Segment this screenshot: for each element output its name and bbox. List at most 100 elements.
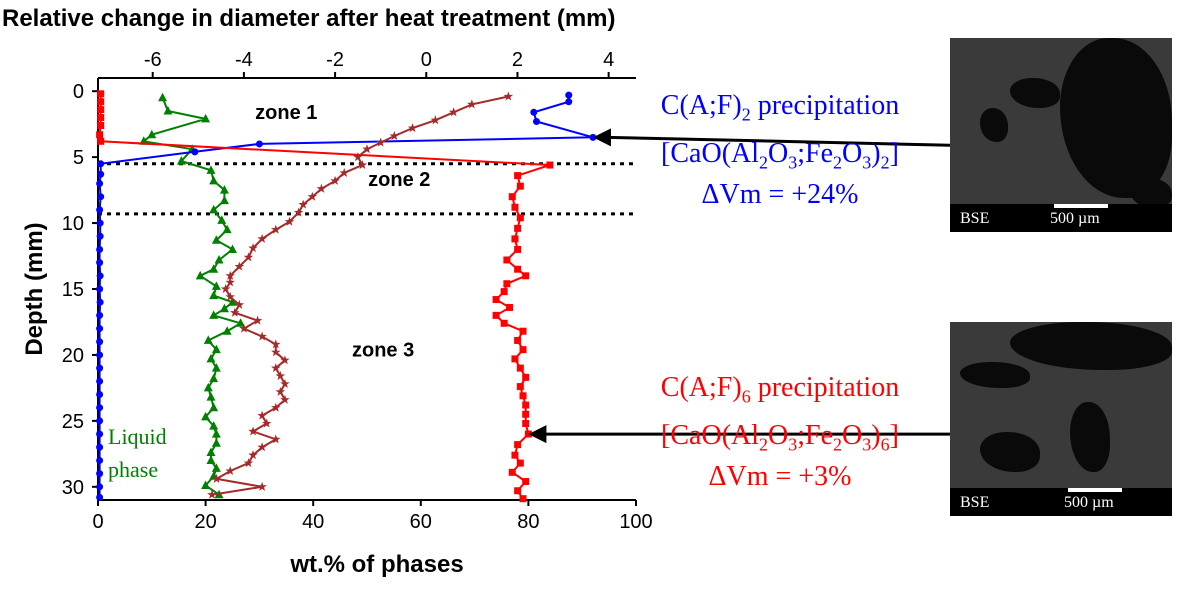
data-point xyxy=(97,114,105,122)
data-point xyxy=(503,256,511,264)
data-point xyxy=(147,129,157,139)
annotation-bottom-line1: C(A;F)6 precipitation xyxy=(660,372,900,407)
data-point xyxy=(225,465,235,476)
arrow-head-bottom xyxy=(528,425,547,444)
data-point xyxy=(252,315,263,325)
data-point xyxy=(532,118,540,126)
data-point xyxy=(257,410,267,420)
data-point xyxy=(96,456,104,464)
data-point xyxy=(206,447,216,457)
data-point xyxy=(271,224,281,234)
data-point xyxy=(195,270,205,280)
data-point xyxy=(96,272,104,280)
y-tick-label: 30 xyxy=(62,477,84,499)
data-point xyxy=(96,180,104,187)
data-point xyxy=(503,91,514,101)
data-point xyxy=(211,344,221,354)
annotation-top-line2: [CaO(Al2O3;Fe2O3)2] xyxy=(661,137,899,173)
x-tick-label-top: 0 xyxy=(421,49,432,71)
data-point xyxy=(211,438,221,447)
data-point xyxy=(514,224,522,232)
data-point xyxy=(407,123,418,133)
data-point xyxy=(514,172,522,180)
data-point xyxy=(219,303,229,313)
data-point xyxy=(96,285,104,293)
data-point xyxy=(209,421,219,430)
data-point xyxy=(506,303,514,311)
data-point xyxy=(271,339,281,349)
data-point xyxy=(96,417,104,425)
data-point xyxy=(261,418,272,428)
data-point xyxy=(271,363,281,373)
zone-label: zone 3 xyxy=(352,339,414,361)
scale-label: 500 µm xyxy=(1050,210,1100,227)
data-point xyxy=(96,131,104,139)
data-point xyxy=(96,377,104,385)
y-tick-label: 0 xyxy=(73,81,84,103)
data-point xyxy=(96,483,104,491)
y-tick-label: 15 xyxy=(62,279,84,301)
x-tick-label-top: -2 xyxy=(326,49,344,71)
data-point xyxy=(234,261,245,271)
data-point xyxy=(206,165,216,174)
data-point xyxy=(209,204,219,214)
data-point xyxy=(176,156,186,165)
x-tick-label-top: -6 xyxy=(144,49,162,71)
y-tick-label: 25 xyxy=(62,411,84,433)
data-point xyxy=(234,299,245,309)
legend-liquid-line2: phase xyxy=(108,457,158,482)
data-point xyxy=(280,355,290,365)
data-point xyxy=(530,108,538,116)
data-point xyxy=(230,307,240,317)
data-point xyxy=(211,473,222,483)
data-point xyxy=(236,318,246,327)
data-point xyxy=(511,235,519,243)
data-point xyxy=(357,160,368,170)
data-point xyxy=(96,245,104,253)
data-point xyxy=(206,353,216,363)
data-point xyxy=(248,243,258,253)
data-point xyxy=(514,245,522,253)
data-point xyxy=(96,338,104,346)
data-point xyxy=(519,327,527,335)
data-point xyxy=(222,326,232,335)
data-point xyxy=(389,131,400,141)
pore-shape xyxy=(960,362,1030,388)
data-point xyxy=(211,463,221,472)
data-point xyxy=(271,434,281,444)
scale-bar xyxy=(1054,204,1108,208)
data-point xyxy=(219,185,229,194)
data-point xyxy=(375,137,386,147)
data-point xyxy=(514,265,522,273)
legend-liquid-line1: Liquid xyxy=(108,424,167,449)
data-point xyxy=(97,90,105,98)
data-point xyxy=(96,404,104,412)
annotation-top-line3: ΔVm = +24% xyxy=(701,179,859,211)
sem-info-bar xyxy=(950,488,1172,516)
data-point xyxy=(243,252,254,262)
data-point xyxy=(448,107,459,117)
data-point xyxy=(516,214,524,222)
data-point xyxy=(211,281,221,290)
data-point xyxy=(243,458,254,468)
sem-detector-label: BSE xyxy=(960,494,990,511)
data-point xyxy=(546,161,554,169)
x-tick-label-top: -4 xyxy=(235,49,253,71)
data-point xyxy=(500,319,508,327)
y-tick-label: 10 xyxy=(62,213,84,235)
data-point xyxy=(307,191,318,201)
annotation-bottom-line2: [CaO(Al2O3;Fe2O3)6] xyxy=(661,419,899,455)
data-point xyxy=(97,121,105,129)
data-point xyxy=(257,481,267,491)
pore-shape xyxy=(980,108,1008,142)
x-tick-label-bottom: 80 xyxy=(517,511,539,533)
data-point xyxy=(96,298,104,306)
data-point xyxy=(565,98,573,106)
data-point xyxy=(97,160,105,168)
data-point xyxy=(96,493,104,501)
arrow-head-top xyxy=(592,128,611,147)
data-point xyxy=(516,459,524,467)
data-point xyxy=(203,335,213,344)
data-point xyxy=(257,442,267,452)
